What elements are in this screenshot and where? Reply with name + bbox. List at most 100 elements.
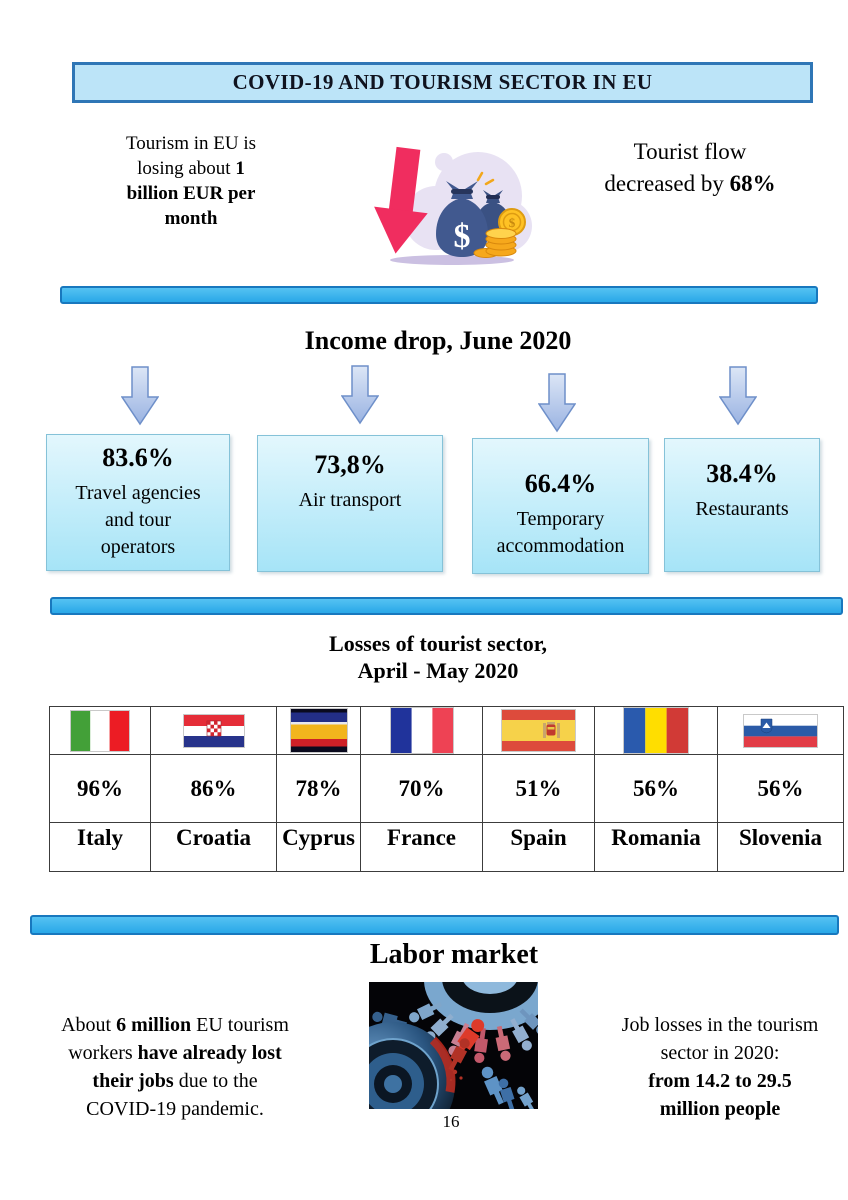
income-label: Restaurants	[665, 496, 819, 523]
slovenia-flag-icon	[743, 713, 818, 748]
text-line: from 14.2 to 29.5	[598, 1067, 842, 1095]
text-line: million people	[598, 1095, 842, 1123]
text-segment: About	[61, 1014, 117, 1036]
cyprus-flag-icon	[289, 708, 348, 753]
text-segment: 6 million	[116, 1014, 192, 1036]
text-segment: COVID-19 pandemic.	[86, 1098, 264, 1120]
text-segment: 1	[235, 158, 245, 179]
down-block-arrow-4	[719, 366, 757, 426]
text-segment: losing about	[137, 158, 236, 179]
text-line: their jobs due to the	[36, 1067, 314, 1095]
text-line: Romania	[611, 825, 701, 850]
labor-market-heading: Labor market	[369, 939, 539, 970]
text-line: Croatia	[176, 825, 251, 850]
text-line: losing about 1	[93, 156, 289, 181]
text-line: Travel agencies	[75, 482, 201, 504]
loss-percent-romania: 56%	[595, 755, 718, 823]
income-value: 38.4%	[706, 459, 778, 488]
text-segment: EU tourism	[191, 1014, 289, 1036]
text-line: COVID-19 pandemic.	[36, 1095, 314, 1123]
money-bags-down-arrow-illustration: $ $	[374, 146, 532, 265]
italy-flag-icon	[70, 709, 130, 752]
losses-table: 96% 86% 78% 70% 51% 56% 56% Italy Croati…	[49, 706, 844, 872]
text-segment: Tourist flow	[633, 139, 747, 164]
text-line: Job losses in the tourism	[598, 1011, 842, 1039]
down-block-arrow-1	[121, 366, 159, 426]
separator-bar-3	[30, 915, 839, 935]
income-panel-accommodation: 66.4% Temporary accommodation	[472, 438, 649, 574]
text-line: Cypr	[282, 825, 334, 850]
separator-bar-2	[50, 597, 843, 615]
text-segment: workers	[68, 1042, 138, 1064]
page-title: COVID-19 AND TOURISM SECTOR IN EU	[72, 62, 813, 103]
text-line: Slovenia	[738, 825, 823, 850]
income-panel-travel-agencies: 83.6% Travel agencies and tour operators	[46, 434, 230, 571]
flag-cell-romania	[595, 707, 718, 755]
income-value: 83.6%	[102, 443, 174, 472]
loss-percent-cyprus: 78%	[277, 755, 361, 823]
text-segment: from 14.2 to 29.5	[648, 1070, 792, 1092]
text-line: sector in 2020:	[598, 1039, 842, 1067]
flag-cell-cyprus	[277, 707, 361, 755]
text-line: Spain	[510, 825, 567, 850]
labor-left-text: About 6 million EU tourism workers have a…	[36, 1011, 314, 1123]
text-line: and tour	[104, 509, 172, 531]
big-money-bag: $	[436, 181, 488, 257]
pink-down-arrow	[374, 146, 428, 254]
gold-coins: $	[473, 208, 526, 258]
income-panel-air-transport: 73,8% Air transport	[257, 435, 443, 572]
text-segment: due to the	[173, 1070, 258, 1092]
romania-flag-icon	[623, 707, 689, 754]
text-line: operators	[100, 536, 176, 558]
croatia-flag-icon	[182, 713, 245, 748]
croatia-crest	[206, 720, 221, 736]
svg-text:$: $	[454, 218, 471, 255]
income-label: Air transport	[258, 487, 442, 514]
country-name-cyprus: Cypr us	[277, 823, 361, 872]
loss-percent-france: 70%	[361, 755, 483, 823]
text-line: billion EUR per	[93, 181, 289, 206]
labor-right-text: Job losses in the tourism sector in 2020:…	[598, 1011, 842, 1123]
slovenia-coat-of-arms	[760, 718, 773, 733]
text-line: us	[333, 825, 355, 850]
country-name-croatia: Croatia	[151, 823, 277, 872]
bottom-gear	[369, 1022, 456, 1109]
income-value: 73,8%	[314, 450, 386, 479]
country-name-italy: Italy	[50, 823, 151, 872]
text-line: Restaurants	[695, 498, 789, 520]
text-line: April - May 2020	[357, 658, 519, 683]
text-line: France	[387, 825, 456, 850]
text-segment: million people	[659, 1098, 781, 1120]
country-name-romania: Romania	[595, 823, 718, 872]
text-segment: 68%	[729, 171, 776, 196]
text-segment: their jobs	[92, 1070, 174, 1092]
flag-cell-spain	[483, 707, 595, 755]
tourism-loss-text: Tourism in EU is losing about 1 billion EU…	[93, 131, 289, 231]
text-line: accommodation	[496, 535, 625, 557]
text-segment: sector in 2020:	[660, 1042, 780, 1064]
text-line: month	[93, 206, 289, 231]
loss-percent-spain: 51%	[483, 755, 595, 823]
loss-percent-slovenia: 56%	[718, 755, 844, 823]
text-segment: have already lost	[137, 1042, 282, 1064]
text-line: Tourist flow	[575, 136, 805, 168]
country-name-slovenia: Slovenia	[718, 823, 844, 872]
text-line: Air transport	[298, 489, 402, 511]
income-label: Temporary accommodation	[473, 506, 648, 560]
text-segment: billion EUR per	[126, 183, 256, 204]
text-line: workers have already lost	[36, 1039, 314, 1067]
losses-heading: Losses of tourist sector, April - May 202…	[38, 630, 838, 684]
text-line: Temporary	[516, 508, 605, 530]
flag-cell-slovenia	[718, 707, 844, 755]
gears-people-illustration	[369, 982, 538, 1109]
text-line: Italy	[77, 825, 123, 850]
text-line: decreased by 68%	[575, 168, 805, 200]
country-name-spain: Spain	[483, 823, 595, 872]
down-block-arrow-3	[538, 373, 576, 433]
country-name-france: France	[361, 823, 483, 872]
text-line: Tourism in EU is	[93, 131, 289, 156]
text-segment: decreased by	[604, 171, 730, 196]
loss-percent-italy: 96%	[50, 755, 151, 823]
text-segment: month	[164, 208, 218, 229]
